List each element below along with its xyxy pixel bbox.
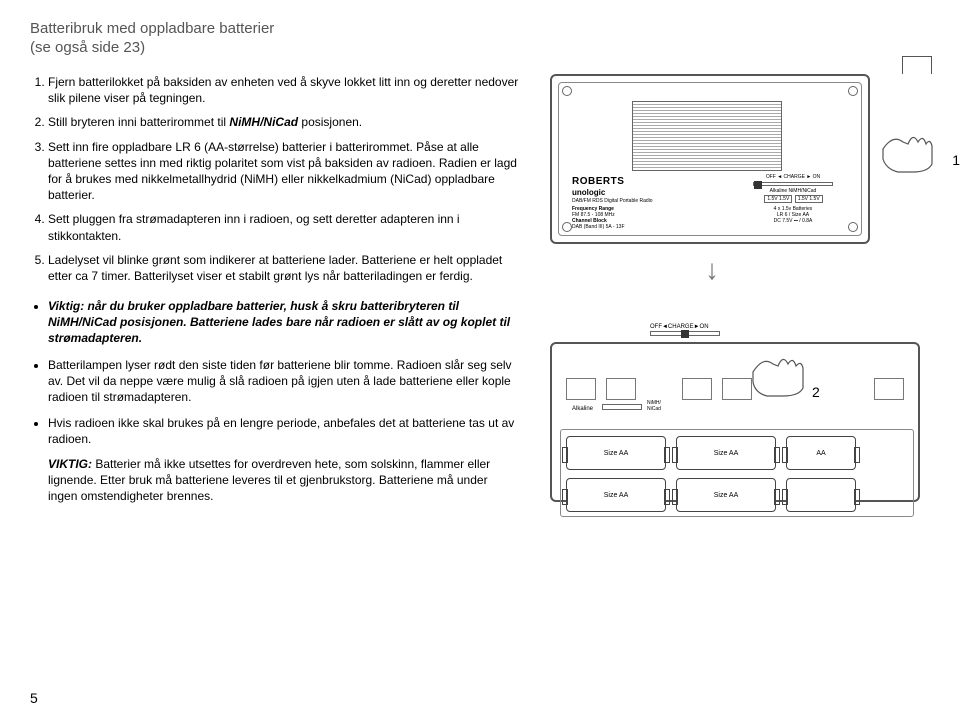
dc-info: DC 7.5V ⎓ / 0.8A <box>738 218 848 224</box>
compartment-outline: Alkaline NiMH/ NiCad Size AA Size AA AA … <box>550 342 920 502</box>
hand-icon <box>745 344 815 399</box>
spec-line: DAB (Band III) 5A - 13F <box>572 224 625 230</box>
brand-label: ROBERTS <box>572 176 624 187</box>
switch-area: OFF ◄ CHARGE ► ON Alkaline NiMH/NiCad 1.… <box>738 174 848 224</box>
screw-icon <box>848 86 858 96</box>
viktig-body: Batterier må ikke utsettes for overdreve… <box>48 457 490 503</box>
battery-row-2: Size AA Size AA <box>566 478 856 514</box>
step-4: Sett pluggen fra strømadapteren inn i ra… <box>48 211 520 243</box>
alk-switch <box>602 404 642 410</box>
bullet-important: Viktig: når du bruker oppladbare batteri… <box>48 298 520 347</box>
hand-icon <box>878 124 938 174</box>
radio-outline: ROBERTS unologic DAB/FM RDS Digital Port… <box>550 74 870 244</box>
terminal-box <box>874 378 904 400</box>
model-subtitle: DAB/FM RDS Digital Portable Radio <box>572 198 653 204</box>
page-number: 5 <box>30 690 38 706</box>
battery-row-1: Size AA Size AA AA <box>566 436 856 472</box>
switch-labels: OFF ◄ CHARGE ► ON <box>738 174 848 180</box>
subheading: (se også side 23) <box>30 39 930 56</box>
important-text: Viktig: når du bruker oppladbare batteri… <box>48 299 510 345</box>
bullet-storage: Hvis radioen ikke skal brukes på en leng… <box>48 415 520 504</box>
battery-slot: Size AA <box>566 436 666 470</box>
spec-block: Frequency Range FM 87.5 - 108 MHz Channe… <box>572 206 625 230</box>
bullet-lamp: Batterilampen lyser rødt den siste tiden… <box>48 357 520 406</box>
bullet-notes: Viktig: når du bruker oppladbare batteri… <box>30 298 520 504</box>
arrow-down-icon: ↓ <box>705 254 719 286</box>
speaker-grille <box>632 101 782 171</box>
figures-column: ROBERTS unologic DAB/FM RDS Digital Port… <box>540 74 930 534</box>
figure-1-radio-back: ROBERTS unologic DAB/FM RDS Digital Port… <box>550 74 930 304</box>
model-label: unologic <box>572 188 605 197</box>
callout-2: 2 <box>812 384 820 400</box>
callout-1: 1 <box>952 152 960 168</box>
text-column: Fjern batterilokket på baksiden av enhet… <box>30 74 520 534</box>
viktig-label: VIKTIG: <box>48 457 92 471</box>
top-switch: OFF◄CHARGE►ON <box>650 324 720 337</box>
antenna <box>902 56 932 74</box>
screw-icon <box>562 222 572 232</box>
storage-text: Hvis radioen ikke skal brukes på en leng… <box>48 416 514 446</box>
alkaline-label: Alkaline <box>572 406 593 412</box>
switch-vals: 1.5V 1.5V <box>764 195 792 203</box>
battery-slot: Size AA <box>676 478 776 512</box>
step-1: Fjern batterilokket på baksiden av enhet… <box>48 74 520 106</box>
step-3: Sett inn fire oppladbare LR 6 (AA-større… <box>48 139 520 204</box>
numbered-steps: Fjern batterilokket på baksiden av enhet… <box>30 74 520 284</box>
terminal-box <box>682 378 712 400</box>
figure-2-battery-compartment: OFF◄CHARGE►ON Alkaline NiMH/ NiCad Size … <box>550 324 930 534</box>
battery-slot: Size AA <box>676 436 776 470</box>
terminal-box <box>606 378 636 400</box>
screw-icon <box>848 222 858 232</box>
nimh-nicad-text: NiMH/NiCad <box>229 115 298 129</box>
batt-info: 4 x 1.5v Batteries LR 6 / Size AA <box>738 206 848 218</box>
step-5: Ladelyset vil blinke grønt som indikerer… <box>48 252 520 284</box>
battery-slot <box>786 478 856 512</box>
heading: Batteribruk med oppladbare batterier <box>30 20 930 37</box>
screw-icon <box>562 86 572 96</box>
battery-slot: Size AA <box>566 478 666 512</box>
nimh-label: NiMH/ NiCad <box>647 400 661 412</box>
terminal-box <box>566 378 596 400</box>
step-2: Still bryteren inni batterirommet til Ni… <box>48 114 520 130</box>
main-content: Fjern batterilokket på baksiden av enhet… <box>30 74 930 534</box>
switch-vals: 1.5V 1.5V <box>795 195 823 203</box>
battery-slot: AA <box>786 436 856 470</box>
viktig-block: VIKTIG: Batterier må ikke utsettes for o… <box>48 456 520 505</box>
